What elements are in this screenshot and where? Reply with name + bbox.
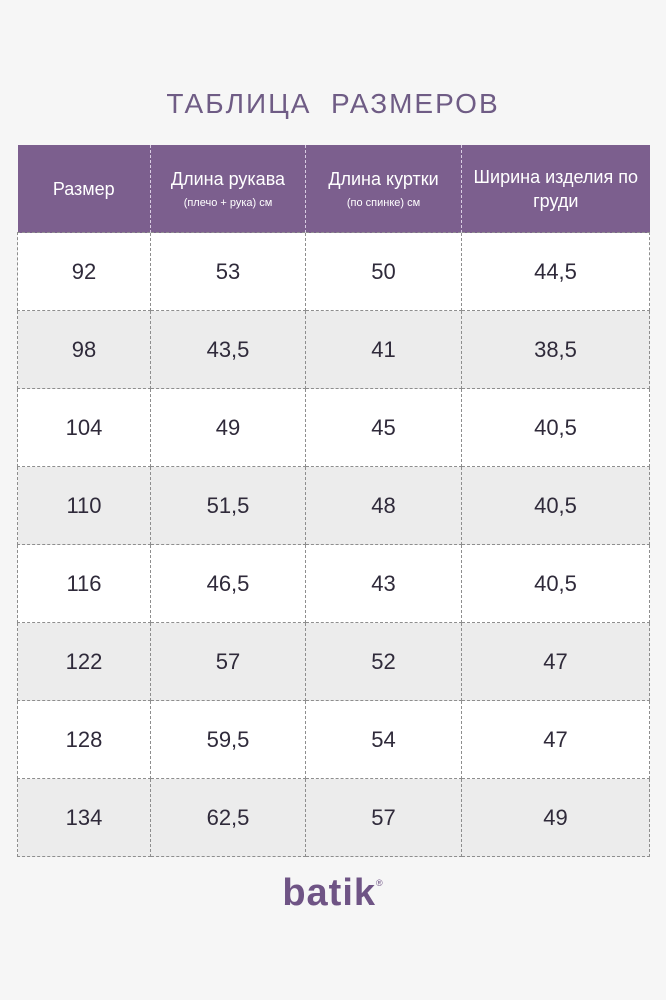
cell-jacket-length: 57 [305,778,462,857]
registered-mark: ® [376,878,384,888]
cell-chest-width: 47 [461,700,650,779]
header-sleeve-length-note: (плечо + рука) см [183,196,273,209]
cell-chest-width: 47 [461,622,650,701]
header-jacket-length: Длина куртки (по спинке) см [305,145,462,233]
cell-chest-width: 40,5 [461,466,650,545]
cell-sleeve-length: 53 [150,232,306,311]
cell-chest-width: 40,5 [461,544,650,623]
table-row: 104 49 45 40,5 [17,388,650,467]
table-row: 98 43,5 41 38,5 [17,310,650,389]
table-row: 122 57 52 47 [17,622,650,701]
table-row: 92 53 50 44,5 [17,232,650,311]
header-jacket-length-label: Длина куртки [328,168,439,189]
table-row: 110 51,5 48 40,5 [17,466,650,545]
table-row: 116 46,5 43 40,5 [17,544,650,623]
cell-jacket-length: 45 [305,388,462,467]
cell-jacket-length: 43 [305,544,462,623]
cell-size: 92 [17,232,151,311]
cell-jacket-length: 48 [305,466,462,545]
page-title: ТАБЛИЦА РАЗМЕРОВ [166,88,500,119]
cell-chest-width: 38,5 [461,310,650,389]
cell-sleeve-length: 51,5 [150,466,306,545]
table-header: Размер Длина рукава (плечо + рука) см Дл… [17,145,650,233]
header-size-label: Размер [52,178,115,199]
cell-sleeve-length: 59,5 [150,700,306,779]
cell-jacket-length: 54 [305,700,462,779]
cell-size: 116 [17,544,151,623]
cell-size: 110 [17,466,151,545]
cell-jacket-length: 50 [305,232,462,311]
header-chest-width: Ширина изделия по груди [461,145,650,233]
cell-jacket-length: 41 [305,310,462,389]
cell-sleeve-length: 57 [150,622,306,701]
cell-size: 122 [17,622,151,701]
cell-size: 128 [17,700,151,779]
cell-chest-width: 44,5 [461,232,650,311]
header-sleeve-length-label: Длина рукава [170,168,286,189]
cell-sleeve-length: 62,5 [150,778,306,857]
cell-sleeve-length: 43,5 [150,310,306,389]
cell-size: 104 [17,388,151,467]
header-size: Размер [17,145,151,233]
table-row: 134 62,5 57 49 [17,778,650,857]
header-row: Размер Длина рукава (плечо + рука) см Дл… [17,145,650,233]
table-body: 92 53 50 44,5 98 43,5 41 38,5 104 49 45 … [17,232,650,857]
brand-name: batik [282,872,377,914]
brand-logo: batik® [0,872,666,915]
cell-jacket-length: 52 [305,622,462,701]
size-table: Размер Длина рукава (плечо + рука) см Дл… [17,145,650,857]
cell-size: 134 [17,778,151,857]
cell-chest-width: 40,5 [461,388,650,467]
header-sleeve-length: Длина рукава (плечо + рука) см [150,145,306,233]
cell-sleeve-length: 46,5 [150,544,306,623]
header-jacket-length-note: (по спинке) см [346,196,421,209]
header-chest-width-label: Ширина изделия по груди [473,166,638,211]
cell-chest-width: 49 [461,778,650,857]
table-row: 128 59,5 54 47 [17,700,650,779]
cell-size: 98 [17,310,151,389]
cell-sleeve-length: 49 [150,388,306,467]
